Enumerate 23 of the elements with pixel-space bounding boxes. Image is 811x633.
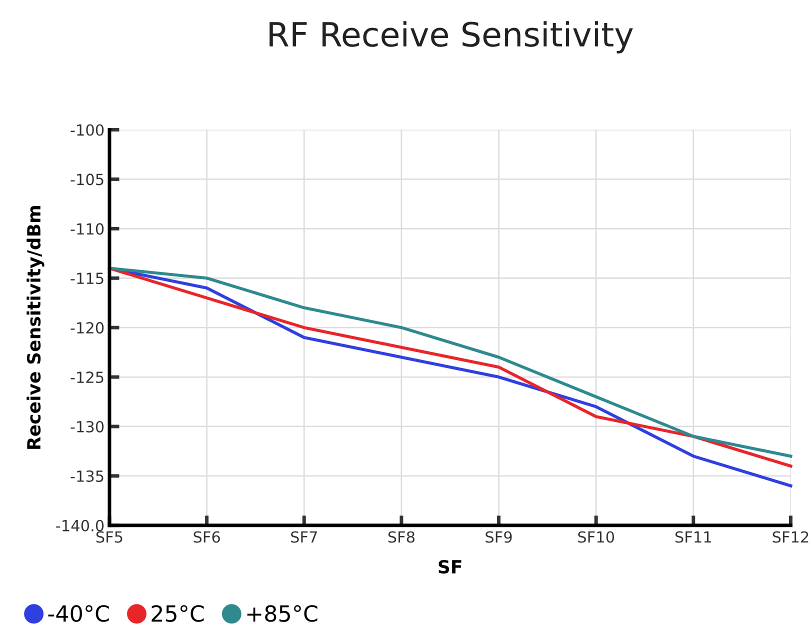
x-tick-label: SF7 bbox=[291, 531, 317, 543]
y-tick-label: -115 bbox=[70, 272, 104, 284]
x-axis-title: SF bbox=[438, 560, 462, 574]
y-tick-label: -135 bbox=[70, 470, 104, 482]
y-tick-label: -140.0 bbox=[56, 520, 104, 532]
y-tick-label: -100 bbox=[70, 124, 104, 136]
x-tick-label: SF12 bbox=[772, 531, 808, 543]
x-tick-label: SF8 bbox=[388, 531, 414, 543]
y-tick-label: -110 bbox=[70, 223, 104, 235]
x-tick-label: SF9 bbox=[486, 531, 512, 543]
x-tick-label: SF6 bbox=[194, 531, 220, 543]
y-tick-label: -105 bbox=[70, 174, 104, 186]
y-axis-title: Receive Sensitivity/dBm bbox=[26, 206, 44, 449]
legend-label: -40°C bbox=[48, 605, 109, 622]
y-tick-label: -130 bbox=[70, 420, 104, 433]
y-tick-label: -120 bbox=[70, 322, 104, 334]
chart-title: RF Receive Sensitivity bbox=[270, 21, 633, 54]
x-tick-label: SF5 bbox=[96, 531, 122, 543]
legend-label: 25°C bbox=[152, 605, 204, 622]
legend-label: +85°C bbox=[247, 605, 318, 622]
x-tick-label: SF10 bbox=[578, 531, 614, 543]
x-tick-label: SF11 bbox=[675, 531, 711, 543]
y-tick-label: -125 bbox=[70, 371, 104, 384]
